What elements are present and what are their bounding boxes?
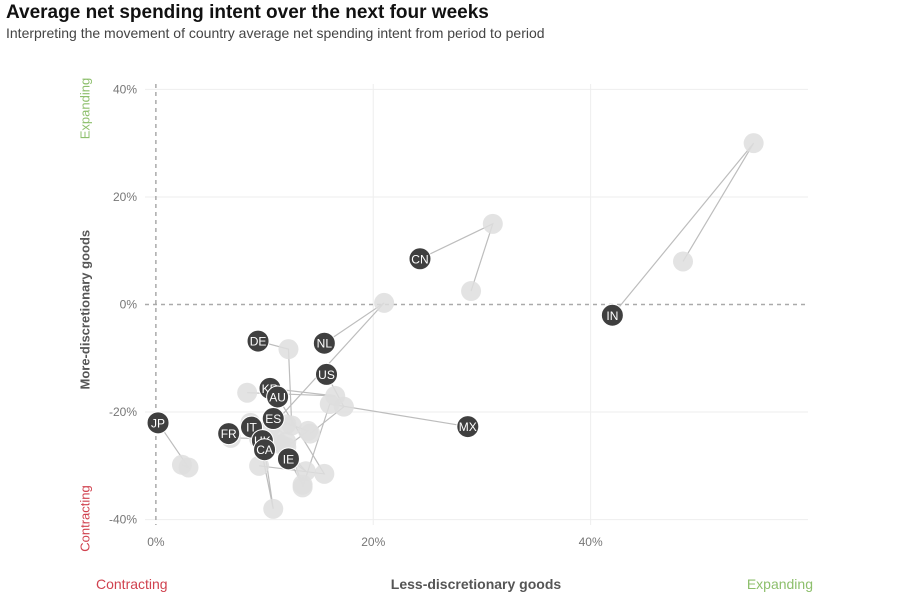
x-tick-label: 40%	[579, 535, 603, 549]
reference-lines	[145, 84, 808, 525]
current-point-de	[246, 329, 270, 353]
previous-point-au	[314, 463, 335, 484]
tick-label-layer: 0% 20% 40% 40% 20% 0% -20% -40%	[109, 82, 603, 549]
current-point-in	[600, 303, 624, 327]
point-label-au: AU	[269, 391, 286, 405]
y-tick-label: 20%	[113, 190, 137, 204]
current-points-layer: INCNMXNLDEUSKRAUESITFRUKCAIEJP	[146, 247, 624, 471]
y-tick-label: -20%	[109, 405, 137, 419]
point-label-de: DE	[250, 335, 267, 349]
point-label-nl: NL	[317, 337, 333, 351]
previous-point-kr	[325, 385, 346, 406]
current-point-ca	[253, 438, 277, 462]
x-axis-title: Less-discretionary goods	[390, 576, 562, 592]
point-label-cn: CN	[411, 252, 428, 266]
x-tick-label: 20%	[361, 535, 385, 549]
point-label-ca: CA	[256, 443, 273, 457]
y-tick-label: 0%	[120, 298, 138, 312]
previous-point-ie	[292, 474, 313, 495]
current-point-fr	[217, 422, 241, 446]
chart-subtitle: Interpreting the movement of country ave…	[6, 25, 545, 41]
grid-layer	[145, 84, 808, 525]
point-label-ie: IE	[283, 452, 294, 466]
y-tick-label: 40%	[113, 82, 137, 96]
connector-layer	[157, 142, 755, 509]
previous-point-in	[743, 133, 764, 154]
current-point-us	[315, 362, 339, 386]
connector-in	[611, 142, 755, 316]
previous-point-jp	[171, 454, 192, 475]
current-point-cn	[408, 247, 432, 271]
point-label-mx: MX	[459, 420, 477, 434]
previous-points-layer	[171, 133, 764, 519]
x-tick-label: 0%	[147, 535, 165, 549]
chart-title: Average net spending intent over the nex…	[6, 2, 489, 23]
previous-point-ca	[263, 498, 284, 519]
point-label-es: ES	[265, 412, 281, 426]
previous-point-es	[298, 420, 319, 441]
point-label-us: US	[318, 368, 335, 382]
x-expanding-label: Expanding	[746, 576, 813, 592]
current-point-es	[261, 407, 285, 431]
point-label-it: IT	[246, 421, 257, 435]
x-contracting-label: Contracting	[96, 576, 168, 592]
previous-point-ie	[276, 431, 297, 452]
current-point-nl	[312, 331, 336, 355]
current-point-jp	[146, 411, 170, 435]
previous-point-cn	[461, 281, 482, 302]
point-label-fr: FR	[221, 427, 237, 441]
previous-point-de	[278, 339, 299, 360]
point-label-in: IN	[606, 309, 618, 323]
current-point-ie	[276, 447, 300, 471]
y-tick-label: -40%	[109, 513, 137, 527]
previous-point-in	[673, 251, 694, 272]
previous-point-kr	[237, 382, 258, 403]
current-point-mx	[456, 415, 480, 439]
previous-point-cn	[482, 213, 503, 234]
previous-point-nl	[374, 292, 395, 313]
point-label-jp: JP	[151, 416, 165, 430]
